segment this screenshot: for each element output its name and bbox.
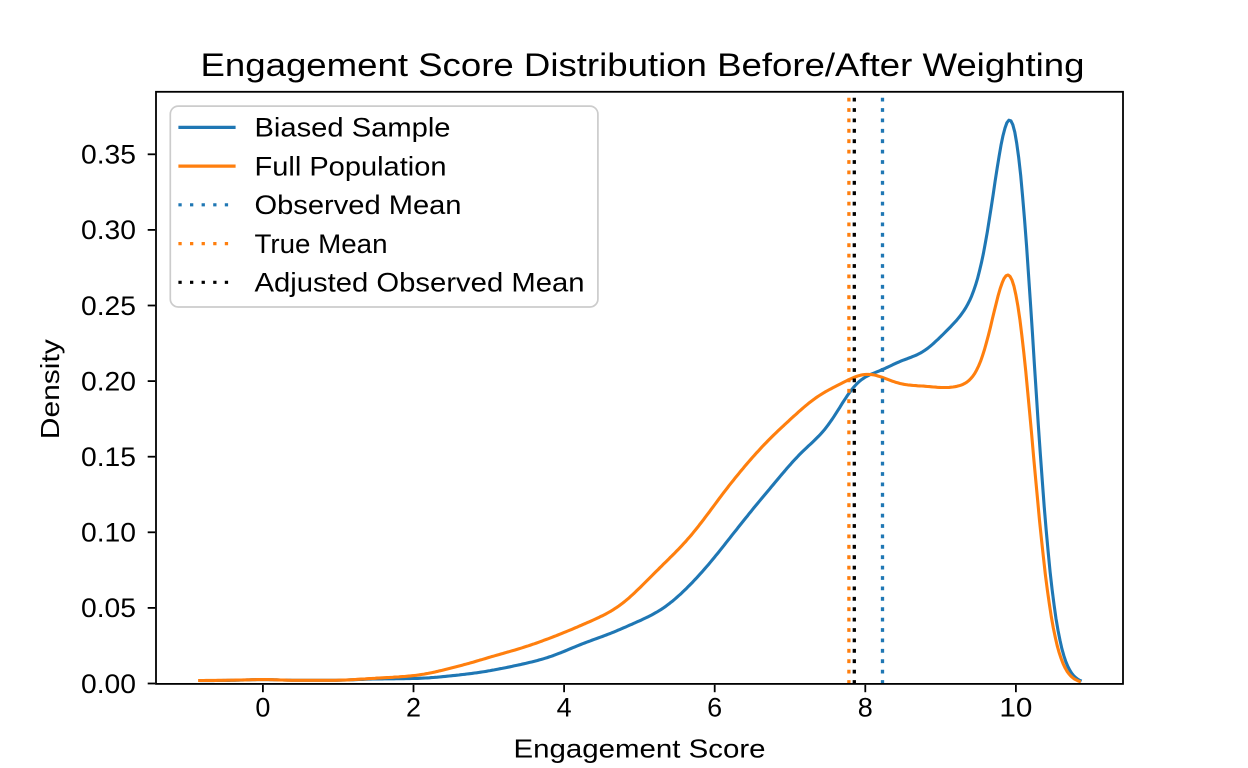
svg-text:0.25: 0.25	[81, 291, 136, 321]
svg-text:True Mean: True Mean	[255, 229, 388, 259]
svg-text:2: 2	[406, 693, 421, 723]
svg-text:Engagement Score Distribution: Engagement Score Distribution Before/Aft…	[201, 47, 1085, 83]
svg-text:0.35: 0.35	[81, 140, 136, 170]
svg-text:0.30: 0.30	[81, 215, 136, 245]
svg-text:0.15: 0.15	[81, 442, 136, 472]
svg-text:Full Population: Full Population	[255, 151, 447, 181]
svg-text:4: 4	[557, 693, 572, 723]
svg-text:Engagement Score: Engagement Score	[514, 734, 766, 764]
svg-text:10: 10	[999, 693, 1032, 723]
svg-text:0.20: 0.20	[81, 366, 136, 396]
svg-text:0.05: 0.05	[81, 593, 136, 623]
svg-text:Density: Density	[35, 339, 65, 439]
svg-text:0: 0	[255, 693, 270, 723]
svg-text:0.00: 0.00	[81, 669, 136, 699]
svg-text:Adjusted Observed Mean: Adjusted Observed Mean	[255, 268, 585, 298]
svg-text:Biased Sample: Biased Sample	[255, 113, 451, 143]
svg-text:6: 6	[707, 693, 722, 723]
svg-text:8: 8	[858, 693, 873, 723]
svg-text:Observed Mean: Observed Mean	[255, 190, 462, 220]
svg-text:0.10: 0.10	[81, 518, 136, 548]
